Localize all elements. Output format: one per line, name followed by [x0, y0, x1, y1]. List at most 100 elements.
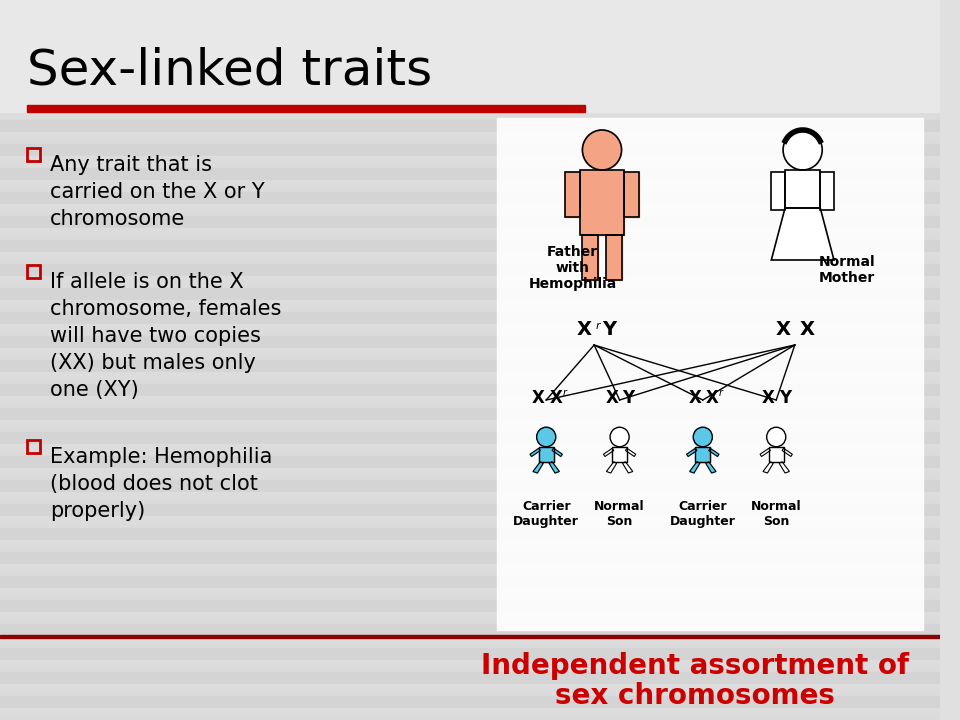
Text: $\mathbf{X}$: $\mathbf{X}$	[531, 389, 545, 407]
Bar	[0, 552, 940, 564]
Bar	[0, 540, 940, 552]
Bar	[820, 172, 834, 210]
Polygon shape	[760, 449, 770, 456]
Bar	[769, 446, 783, 462]
Bar	[0, 0, 940, 112]
Polygon shape	[622, 462, 633, 473]
Bar	[0, 468, 940, 480]
Text: Daughter: Daughter	[514, 515, 579, 528]
Bar	[0, 324, 940, 336]
Bar	[0, 240, 940, 252]
Bar	[0, 564, 940, 576]
Bar	[612, 446, 627, 462]
Bar	[0, 108, 940, 120]
Bar	[0, 528, 940, 540]
Bar	[0, 204, 940, 216]
Bar	[0, 348, 940, 360]
Bar	[583, 235, 598, 280]
Bar	[785, 170, 820, 208]
Bar	[0, 660, 940, 672]
Polygon shape	[763, 462, 774, 473]
Bar	[0, 648, 940, 660]
Bar	[0, 264, 940, 276]
Bar	[0, 336, 940, 348]
Polygon shape	[626, 449, 636, 456]
Bar	[820, 172, 834, 210]
Text: Son: Son	[607, 515, 633, 528]
Bar	[0, 516, 940, 528]
Text: $r$: $r$	[562, 387, 568, 398]
Bar	[28, 105, 586, 112]
Bar	[695, 446, 710, 462]
Text: Example: Hemophilia
(blood does not clot
properly): Example: Hemophilia (blood does not clot…	[50, 446, 273, 521]
Bar	[0, 24, 940, 36]
Bar	[0, 36, 940, 48]
Text: $\mathbf{X}$: $\mathbf{X}$	[800, 320, 816, 339]
Polygon shape	[706, 462, 716, 473]
Text: Carrier: Carrier	[522, 500, 570, 513]
Bar	[0, 300, 940, 312]
Bar	[612, 446, 627, 462]
Bar	[0, 492, 940, 504]
Bar	[564, 172, 581, 217]
Text: Daughter: Daughter	[670, 515, 735, 528]
Bar	[0, 132, 940, 144]
Text: Carrier: Carrier	[679, 500, 727, 513]
Bar	[0, 588, 940, 600]
Bar	[771, 172, 785, 210]
Bar	[539, 446, 554, 462]
Bar	[539, 446, 554, 462]
Bar	[0, 636, 940, 648]
Text: $\mathbf{Y}$: $\mathbf{Y}$	[602, 320, 618, 339]
Bar	[0, 600, 940, 612]
Bar	[785, 170, 820, 208]
Bar	[0, 384, 940, 396]
Bar	[0, 420, 940, 432]
Circle shape	[537, 427, 556, 446]
Text: Sex-linked traits: Sex-linked traits	[28, 46, 433, 94]
Bar	[0, 180, 940, 192]
Bar	[0, 252, 940, 264]
Polygon shape	[780, 462, 789, 473]
Polygon shape	[689, 462, 700, 473]
Text: $\mathbf{X}$: $\mathbf{X}$	[775, 320, 791, 339]
Text: Independent assortment of: Independent assortment of	[481, 652, 909, 680]
Polygon shape	[552, 449, 563, 456]
Bar	[0, 72, 940, 84]
Text: $\mathbf{X}$: $\mathbf{X}$	[605, 389, 619, 407]
Bar	[695, 446, 710, 462]
Circle shape	[693, 427, 712, 446]
Text: Normal: Normal	[594, 500, 645, 513]
Text: Son: Son	[763, 515, 789, 528]
Bar	[0, 432, 940, 444]
Bar	[624, 172, 639, 217]
Polygon shape	[533, 462, 543, 473]
Text: sex chromosomes: sex chromosomes	[555, 682, 835, 710]
Circle shape	[767, 427, 786, 446]
Text: Any trait that is
carried on the X or Y
chromosome: Any trait that is carried on the X or Y …	[50, 155, 265, 229]
Text: $\mathbf{Y}$: $\mathbf{Y}$	[622, 389, 636, 407]
Polygon shape	[782, 449, 792, 456]
Polygon shape	[530, 449, 540, 456]
Bar	[606, 235, 621, 280]
Text: $\mathbf{X}$: $\mathbf{X}$	[576, 320, 592, 339]
Bar	[0, 696, 940, 708]
Text: $r$: $r$	[718, 387, 725, 398]
Bar	[0, 120, 940, 132]
Bar	[0, 228, 940, 240]
Bar	[0, 60, 940, 72]
Bar	[0, 408, 940, 420]
Bar	[0, 12, 940, 24]
Bar	[0, 456, 940, 468]
Bar	[0, 96, 940, 108]
Bar	[28, 148, 40, 161]
Bar	[0, 48, 940, 60]
Bar	[0, 144, 940, 156]
Polygon shape	[604, 449, 613, 456]
Bar	[771, 172, 785, 210]
Bar	[0, 612, 940, 624]
Text: Father
with
Hemophilia: Father with Hemophilia	[529, 245, 617, 292]
Bar	[0, 192, 940, 204]
Text: Normal
Mother: Normal Mother	[818, 255, 875, 285]
Polygon shape	[607, 462, 616, 473]
